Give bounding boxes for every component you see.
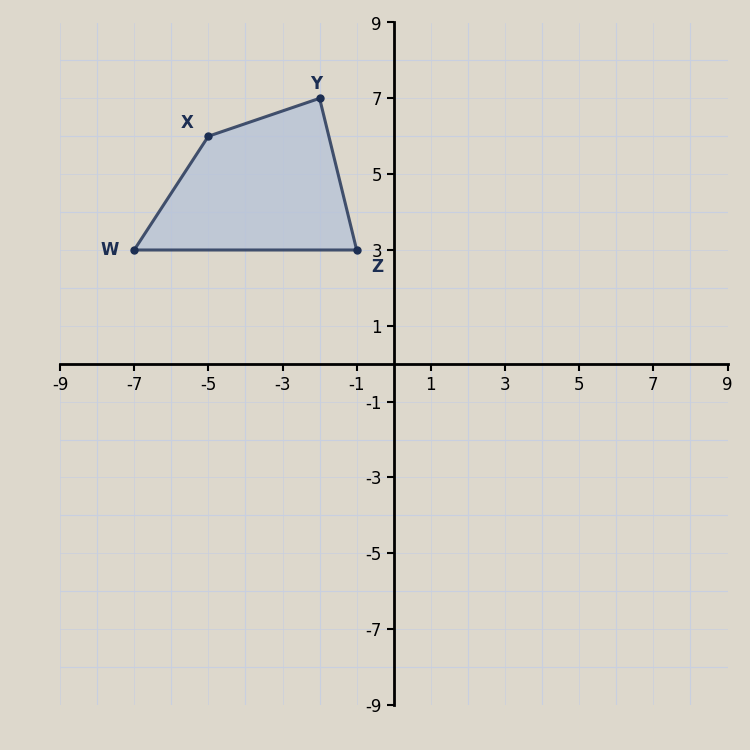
Text: W: W — [101, 241, 119, 259]
Text: Z: Z — [371, 257, 383, 275]
Polygon shape — [134, 98, 357, 250]
Text: X: X — [181, 115, 194, 133]
Text: Y: Y — [310, 75, 322, 93]
